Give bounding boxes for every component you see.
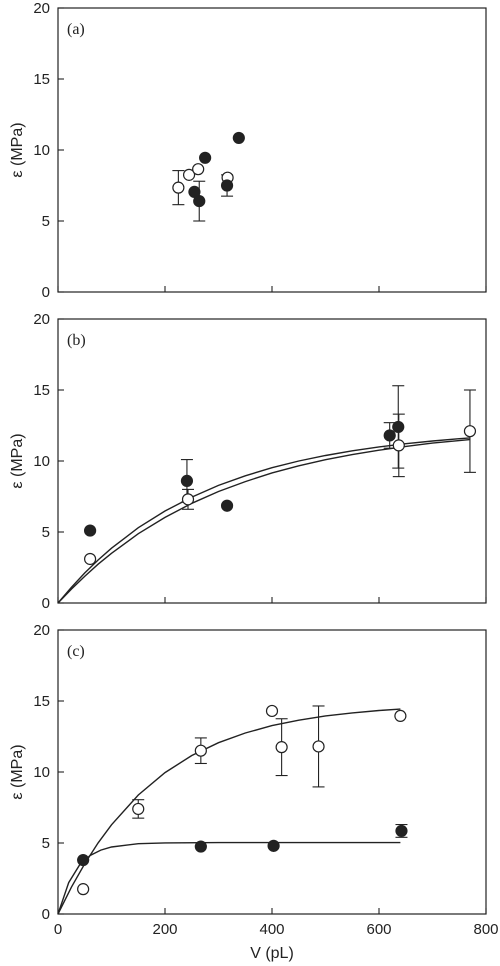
panel-label: (a) <box>67 21 85 38</box>
data-point-open <box>265 704 279 718</box>
data-point-filled <box>383 429 396 442</box>
panel-label: (b) <box>67 332 86 349</box>
data-point-open <box>77 883 90 896</box>
data-point-filled <box>220 179 234 192</box>
x-axis-title: V (pL) <box>250 945 294 962</box>
y-axis-title: ε (MPa) <box>9 122 26 177</box>
data-point-open <box>275 741 288 754</box>
data-point-open <box>312 740 325 753</box>
data-point-open <box>181 493 195 506</box>
data-point-open <box>182 168 196 181</box>
plot-frame <box>57 7 487 293</box>
data-point-open <box>83 552 97 566</box>
data-point-filled <box>232 131 245 145</box>
y-tick-label: 15 <box>33 382 50 399</box>
x-tick-label: 0 <box>54 921 62 938</box>
data-point-filled <box>180 474 194 487</box>
y-tick-label: 0 <box>42 595 50 612</box>
y-tick-label: 10 <box>33 764 50 781</box>
y-tick-label: 10 <box>33 453 50 470</box>
data-point-open <box>463 425 477 438</box>
y-axis-title: ε (MPa) <box>9 744 26 799</box>
x-tick-label: 800 <box>473 921 498 938</box>
data-point-open <box>194 744 207 757</box>
plot-frame <box>57 318 487 604</box>
data-point-filled <box>83 524 97 537</box>
fit-curve <box>57 841 401 915</box>
data-point-open <box>132 802 145 816</box>
x-tick-label: 400 <box>259 921 284 938</box>
y-tick-label: 5 <box>42 213 50 230</box>
data-point-filled <box>193 195 206 208</box>
y-tick-label: 0 <box>42 284 50 301</box>
data-point-filled <box>392 420 405 434</box>
y-axis-title: ε (MPa) <box>9 433 26 488</box>
fit-curve <box>57 708 401 915</box>
data-point-filled <box>194 840 207 853</box>
y-tick-label: 20 <box>33 311 50 328</box>
x-tick-label: 600 <box>366 921 391 938</box>
data-point-filled <box>267 839 280 852</box>
y-tick-label: 15 <box>33 71 50 88</box>
data-point-filled <box>199 151 212 164</box>
data-point-open <box>392 439 405 452</box>
fit-curve <box>57 437 470 604</box>
x-tick-label: 200 <box>152 921 177 938</box>
panel-label: (c) <box>67 643 85 660</box>
panel-b: 0 5 10 15 20 ε (MPa) (b) <box>9 311 487 612</box>
data-point-open <box>394 709 407 723</box>
y-tick-label: 5 <box>42 524 50 541</box>
data-point-filled <box>395 824 408 838</box>
y-tick-label: 5 <box>42 835 50 852</box>
data-point-filled <box>220 499 234 512</box>
data-point-filled <box>77 853 90 867</box>
fit-curve <box>57 438 470 604</box>
y-tick-label: 15 <box>33 693 50 710</box>
plot-frame <box>57 629 487 915</box>
data-point-open <box>172 181 185 194</box>
y-tick-label: 20 <box>33 622 50 639</box>
panel-a: 0 5 10 15 20 ε (MPa) (a) <box>9 0 487 301</box>
y-tick-label: 0 <box>42 906 50 923</box>
y-tick-label: 10 <box>33 142 50 159</box>
y-tick-label: 20 <box>33 0 50 17</box>
data-point-open <box>192 163 205 176</box>
